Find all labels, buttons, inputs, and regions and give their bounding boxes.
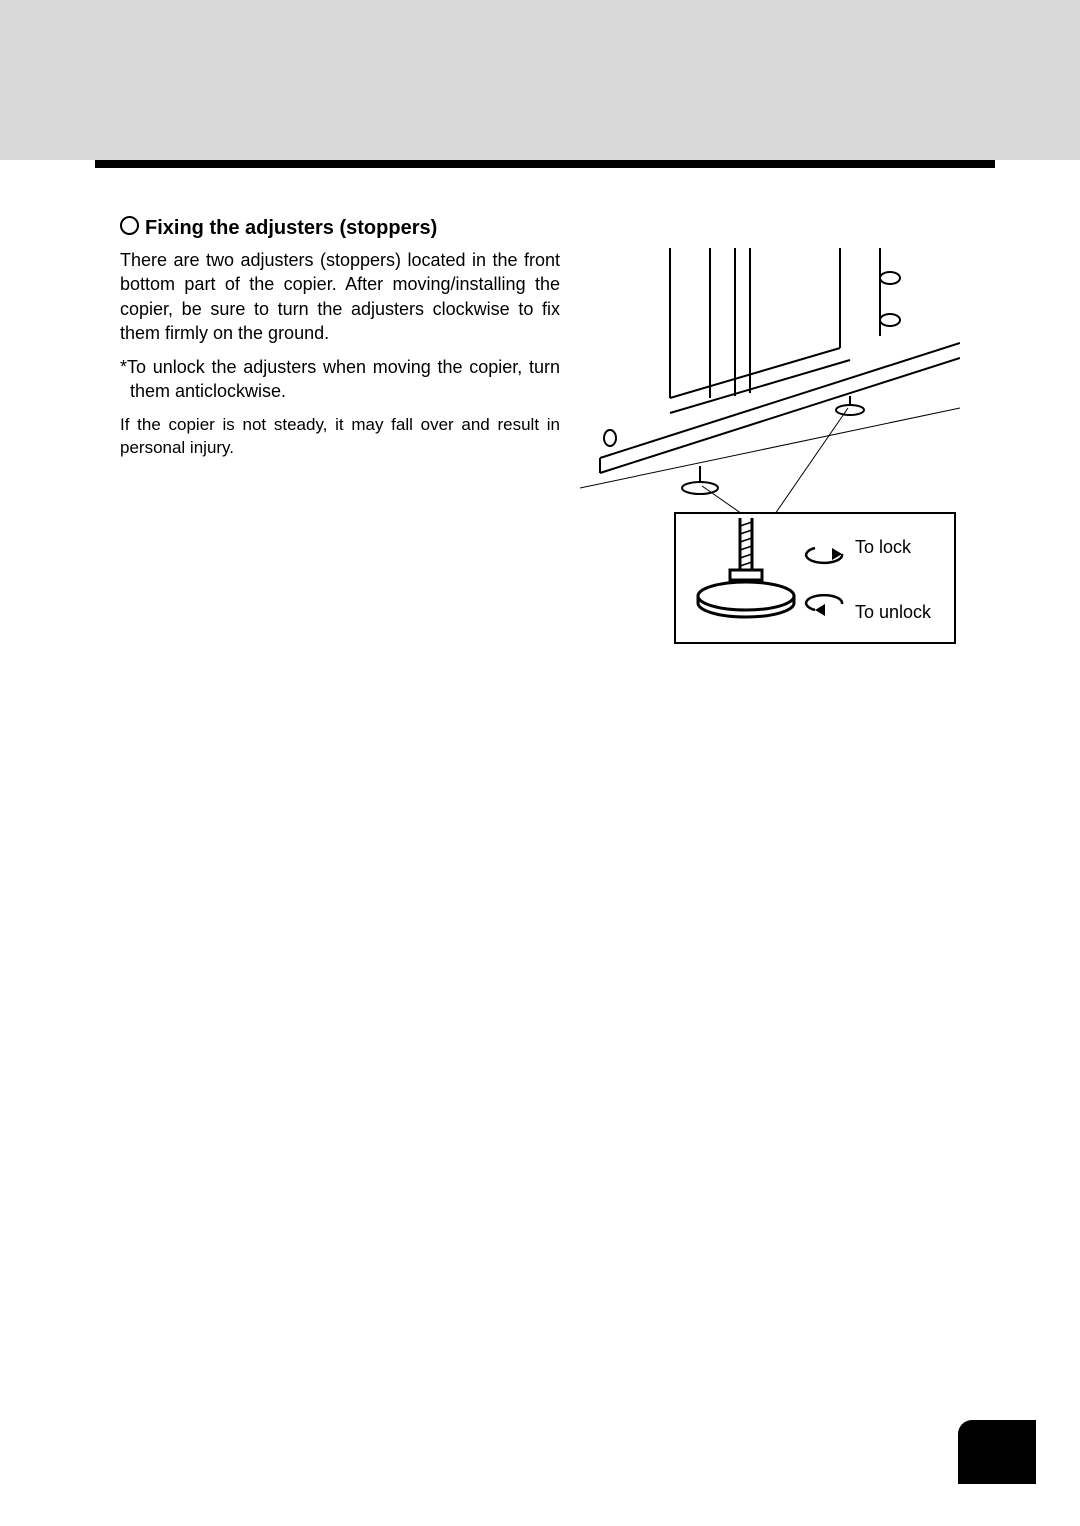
two-column-layout: There are two adjusters (stoppers) locat… (120, 248, 960, 653)
header-band (0, 0, 1080, 160)
header-rule (95, 160, 995, 168)
warning-note: If the copier is not steady, it may fall… (120, 414, 560, 460)
text-column: There are two adjusters (stoppers) locat… (120, 248, 560, 653)
page-corner-tab (958, 1420, 1036, 1484)
section-heading: Fixing the adjusters (stoppers) (120, 216, 960, 240)
paragraph-2: *To unlock the adjusters when moving the… (120, 355, 560, 404)
page: Fixing the adjusters (stoppers) There ar… (0, 0, 1080, 1526)
heading-text: Fixing the adjusters (stoppers) (145, 217, 437, 239)
content-area: Fixing the adjusters (stoppers) There ar… (120, 216, 960, 653)
lock-label: To lock (855, 537, 912, 557)
adjuster-diagram: To lock To unlock (580, 248, 960, 648)
unlock-label: To unlock (855, 602, 932, 622)
figure-column: To lock To unlock (580, 248, 960, 653)
bullet-circle-icon (120, 216, 139, 235)
paragraph-1: There are two adjusters (stoppers) locat… (120, 248, 560, 345)
